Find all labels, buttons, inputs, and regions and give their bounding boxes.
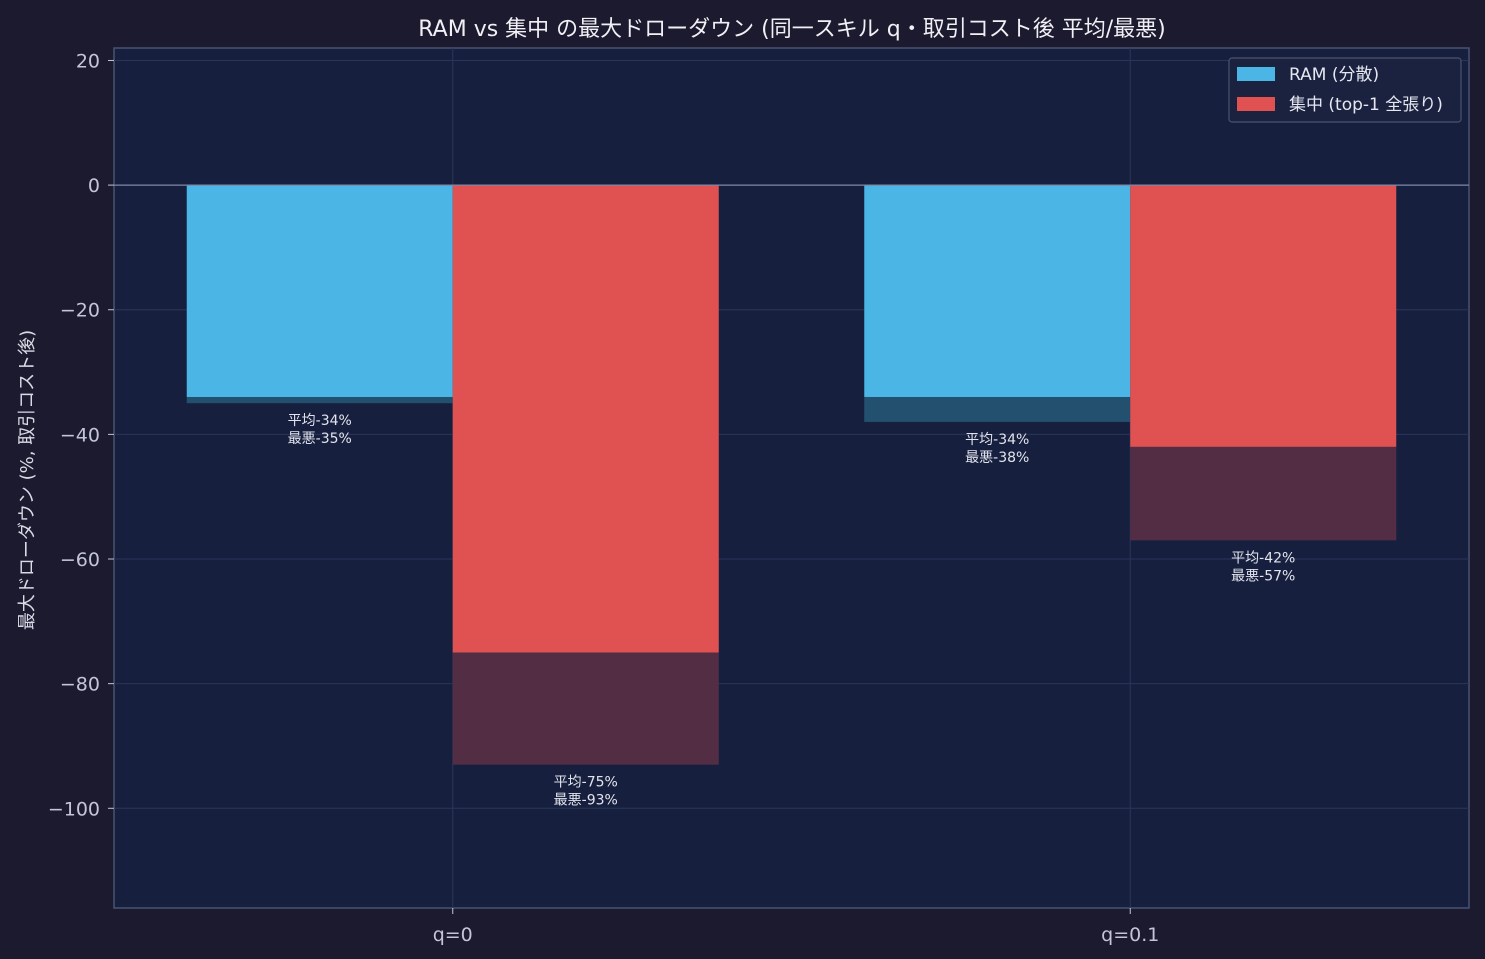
bar-annotation-ram: 最悪-35% bbox=[288, 431, 352, 447]
bar-annotation-concentrated: 最悪-93% bbox=[554, 793, 618, 809]
y-tick-label: −60 bbox=[60, 549, 100, 571]
bar-worst-ram bbox=[186, 396, 453, 404]
bar-annotation-ram: 平均-34% bbox=[965, 432, 1029, 448]
x-tick-label: q=0 bbox=[433, 924, 473, 946]
legend-swatch-concentrated bbox=[1237, 97, 1275, 111]
legend-swatch-ram bbox=[1237, 67, 1275, 81]
x-axis-ticks: q=0 q=0.1 bbox=[433, 908, 1159, 946]
y-tick-label: −40 bbox=[60, 424, 100, 446]
bar-mean-ram bbox=[864, 185, 1131, 397]
y-tick-label: −80 bbox=[60, 674, 100, 696]
bar-annotation-concentrated: 最悪-57% bbox=[1231, 568, 1295, 584]
bar-annotations: 平均-34% 最悪-35% 平均-34% 最悪-38% 平均-75% 最悪-93% 平均-4… bbox=[288, 413, 1296, 808]
y-tick-label: −100 bbox=[48, 798, 100, 820]
y-axis-ticks: 20 0 −20 −40 −60 −80 −100 bbox=[48, 50, 114, 820]
y-axis-label: 最大ドローダウン (%, 取引コスト後) bbox=[17, 330, 38, 630]
bar-annotation-ram: 最悪-38% bbox=[965, 450, 1029, 466]
bar-mean-ram bbox=[186, 185, 453, 397]
x-tick-label: q=0.1 bbox=[1101, 924, 1159, 946]
y-tick-label: 0 bbox=[88, 175, 100, 197]
y-tick-label: 20 bbox=[76, 50, 100, 72]
bar-annotation-concentrated: 平均-42% bbox=[1231, 550, 1295, 566]
bar-worst-concentrated bbox=[452, 652, 719, 765]
bar-mean-concentrated bbox=[1130, 185, 1397, 447]
y-tick-label: −20 bbox=[60, 300, 100, 322]
legend-label-ram: RAM (分散) bbox=[1289, 65, 1379, 85]
bar-worst-concentrated bbox=[1130, 446, 1397, 541]
bars bbox=[186, 185, 1397, 765]
legend: RAM (分散) 集中 (top-1 全張り) bbox=[1228, 57, 1462, 123]
legend-box bbox=[1228, 57, 1462, 123]
bar-mean-concentrated bbox=[452, 185, 719, 653]
chart-title: RAM vs 集中 の最大ドローダウン (同一スキル q・取引コスト後 平均/最… bbox=[418, 17, 1165, 42]
bar-annotation-concentrated: 平均-75% bbox=[554, 775, 618, 791]
bar-annotation-ram: 平均-34% bbox=[288, 413, 352, 429]
legend-label-concentrated: 集中 (top-1 全張り) bbox=[1289, 95, 1443, 115]
bar-worst-ram bbox=[864, 396, 1131, 422]
